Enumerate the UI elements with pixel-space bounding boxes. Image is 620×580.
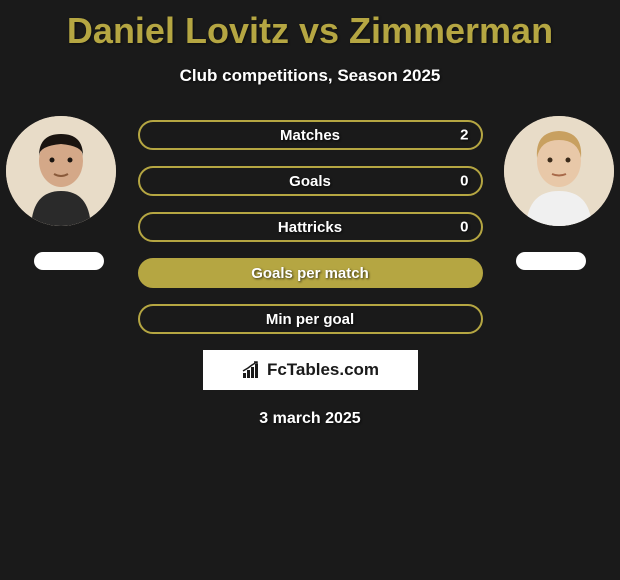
- stat-label: Min per goal: [266, 311, 354, 328]
- logo-text: FcTables.com: [267, 360, 379, 380]
- stats-list: Matches 2 Goals 0 Hattricks 0 Goals per …: [138, 116, 483, 334]
- stat-row-min-per-goal: Min per goal: [138, 304, 483, 334]
- stat-row-goals: Goals 0: [138, 166, 483, 196]
- player-left-rating-pill: [34, 252, 104, 270]
- stat-row-matches: Matches 2: [138, 120, 483, 150]
- stat-label: Goals: [289, 173, 331, 190]
- stat-row-goals-per-match: Goals per match: [138, 258, 483, 288]
- logo-box: FcTables.com: [203, 350, 418, 390]
- page-title: Daniel Lovitz vs Zimmerman: [0, 0, 620, 52]
- stat-row-hattricks: Hattricks 0: [138, 212, 483, 242]
- player-right-rating-pill: [516, 252, 586, 270]
- subtitle: Club competitions, Season 2025: [0, 66, 620, 86]
- stat-label: Goals per match: [251, 265, 369, 282]
- chart-icon: [241, 361, 261, 379]
- player-left-avatar: [6, 116, 116, 226]
- stat-right-value: 0: [460, 219, 468, 236]
- stat-right-value: 0: [460, 173, 468, 190]
- player-right-avatar: [504, 116, 614, 226]
- comparison-panel: Matches 2 Goals 0 Hattricks 0 Goals per …: [0, 116, 620, 428]
- stat-label: Hattricks: [278, 219, 342, 236]
- stat-right-value: 2: [460, 127, 468, 144]
- stat-label: Matches: [280, 127, 340, 144]
- date-label: 3 march 2025: [0, 410, 620, 428]
